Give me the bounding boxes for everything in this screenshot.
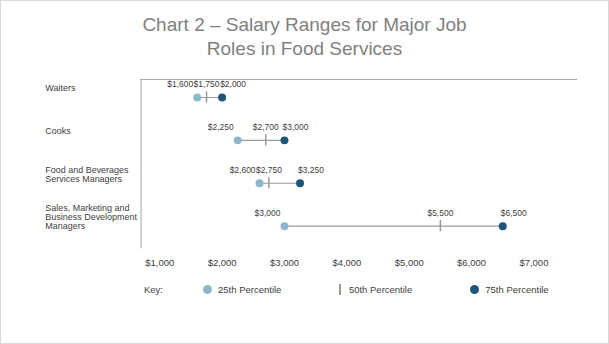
svg-text:$1,750: $1,750 [194,79,220,89]
html-text:Chart 2 – Salary Ranges for Ma: Chart 2 – Salary Ranges for Major Job Ro… [142,14,467,59]
svg-text:$5,500: $5,500 [427,208,453,218]
svg-text:$4,000: $4,000 [332,257,361,268]
svg-text:$5,000: $5,000 [395,257,424,268]
svg-text:$2,000: $2,000 [220,79,246,89]
svg-text:$1,000: $1,000 [145,257,174,268]
svg-text:$3,250: $3,250 [298,165,324,175]
svg-text:$6,000: $6,000 [457,257,486,268]
html-text:25th Percentile: 25th Percentile [218,284,282,296]
svg-text:$3,000: $3,000 [282,122,308,132]
svg-text:$1,600: $1,600 [167,79,193,89]
svg-text:$6,500: $6,500 [501,208,527,218]
svg-text:Cooks: Cooks [45,126,71,136]
svg-text:Waiters: Waiters [45,83,76,93]
svg-text:$2,750: $2,750 [256,165,282,175]
svg-text:$2,000: $2,000 [208,257,237,268]
svg-text:$3,000: $3,000 [255,208,281,218]
svg-text:$2,600: $2,600 [230,165,256,175]
html-text:75th Percentile: 75th Percentile [485,284,549,296]
html-text:50th Percentile: 50th Percentile [348,284,413,296]
svg-text:$2,700: $2,700 [253,122,279,132]
svg-text:$3,000: $3,000 [270,257,299,268]
svg-text:$2,250: $2,250 [208,122,234,132]
svg-text:Food and BeveragesServices Man: Food and BeveragesServices Managers [45,165,129,184]
html-text:Key:: Key: [144,284,163,296]
svg-text:$7,000: $7,000 [519,257,548,268]
svg-text:Sales, Marketing andBusiness D: Sales, Marketing andBusiness Development… [45,203,137,231]
